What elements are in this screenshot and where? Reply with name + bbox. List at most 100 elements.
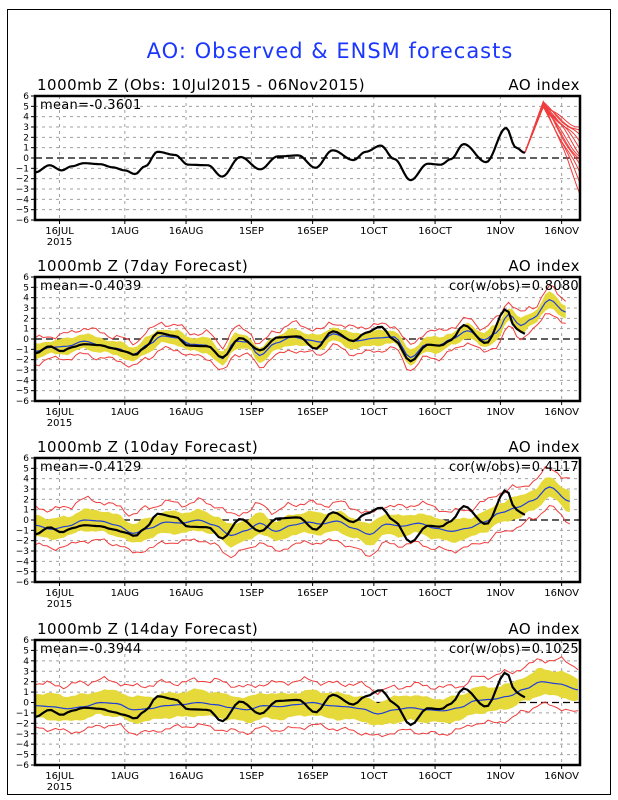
y-tick-label: −1 <box>16 164 29 174</box>
correlation-stat: cor(w/obs)=0.1025 <box>449 642 579 657</box>
x-tick-label: 1AUG <box>111 226 139 237</box>
y-tick-label: −4 <box>16 376 30 386</box>
x-tick-label: 16AUG <box>169 588 204 599</box>
ensemble-min-line <box>34 504 571 559</box>
x-tick-label: 16NOV <box>544 588 579 599</box>
figure-title: AO: Observed & ENSM forecasts <box>147 39 514 63</box>
x-tick-label: 1NOV <box>486 588 515 599</box>
x-tick-label: 1AUG <box>111 407 139 418</box>
y-tick-label: −2 <box>16 537 29 547</box>
y-tick-label: −5 <box>16 387 29 397</box>
x-tick-label: 16JUL <box>45 226 74 237</box>
observed-line <box>34 308 526 363</box>
y-tick-label: −2 <box>16 719 29 729</box>
x-tick-label: 1AUG <box>111 771 139 782</box>
y-tick-label: 3 <box>23 304 29 314</box>
y-tick-label: −6 <box>16 216 30 226</box>
x-tick-label: 1OCT <box>360 407 388 418</box>
mean-stat: mean=-0.3601 <box>40 98 142 113</box>
x-tick-label: 16JUL <box>45 771 74 782</box>
x-tick-year-label: 2015 <box>47 599 72 610</box>
y-tick-label: −3 <box>16 730 29 740</box>
y-tick-label: −2 <box>16 356 29 366</box>
x-tick-label: 1OCT <box>360 226 388 237</box>
panel-2: 1000mb Z (7day Forecast) AO index mean=-0.… <box>16 257 582 429</box>
ensemble-mean-line <box>34 681 579 715</box>
x-tick-label: 1OCT <box>360 771 388 782</box>
y-tick-label: −2 <box>16 175 29 185</box>
panel-4: 1000mb Z (14day Forecast) AO index mean=-0… <box>16 620 582 793</box>
y-tick-label: 5 <box>23 102 29 112</box>
y-tick-label: −6 <box>16 397 30 407</box>
panel-1: 1000mb Z (Obs: 10Jul2015 - 06Nov2015) AO … <box>16 76 582 248</box>
y-tick-label: 6 <box>23 636 29 646</box>
y-tick-label: 5 <box>23 464 29 474</box>
spread-band <box>35 667 578 726</box>
y-tick-label: 1 <box>23 688 29 698</box>
x-tick-label: 1NOV <box>486 226 515 237</box>
y-tick-label: 3 <box>23 667 29 677</box>
y-tick-label: 2 <box>23 678 29 688</box>
ensemble-min-line <box>34 701 579 738</box>
x-tick-label: 16NOV <box>544 407 579 418</box>
y-tick-label: −4 <box>16 195 30 205</box>
x-tick-label: 16JUL <box>45 407 74 418</box>
x-tick-label: 1SEP <box>239 226 264 237</box>
panel-title: 1000mb Z (14day Forecast) <box>37 620 258 638</box>
x-tick-label: 16SEP <box>297 588 328 599</box>
y-tick-label: 4 <box>23 294 29 304</box>
spread-band <box>35 291 566 366</box>
y-tick-label: −1 <box>16 709 29 719</box>
x-tick-label: 16NOV <box>544 226 579 237</box>
x-tick-label: 16SEP <box>297 771 328 782</box>
mean-stat: mean=-0.4039 <box>40 279 142 294</box>
x-tick-label: 16OCT <box>418 588 453 599</box>
y-tick-label: 3 <box>23 123 29 133</box>
y-tick-label: 4 <box>23 113 29 123</box>
observed-line <box>34 127 526 182</box>
y-tick-label: 1 <box>23 325 29 335</box>
y-tick-label: 0 <box>23 516 29 526</box>
y-tick-label: 6 <box>23 273 29 283</box>
x-tick-label: 1SEP <box>239 407 264 418</box>
ensemble-max-line <box>34 466 570 517</box>
mean-stat: mean=-0.3944 <box>40 642 142 657</box>
x-tick-label: 1NOV <box>486 771 515 782</box>
panel-title: 1000mb Z (Obs: 10Jul2015 - 06Nov2015) <box>37 76 365 94</box>
y-tick-label: −5 <box>16 751 29 761</box>
observed-line <box>34 489 526 544</box>
y-tick-label: −1 <box>16 345 29 355</box>
y-tick-label: 0 <box>23 699 29 709</box>
x-tick-label: 1OCT <box>360 588 388 599</box>
x-tick-label: 16OCT <box>418 771 453 782</box>
y-tick-label: 2 <box>23 495 29 505</box>
x-tick-label: 1SEP <box>239 588 264 599</box>
panel-right-title: AO index <box>508 76 580 94</box>
ensemble-min-line <box>34 313 566 372</box>
x-tick-year-label: 2015 <box>47 237 72 248</box>
figure-frame <box>7 9 611 795</box>
x-tick-label: 1AUG <box>111 588 139 599</box>
y-tick-label: 0 <box>23 335 29 345</box>
y-tick-label: −4 <box>16 557 30 567</box>
x-tick-label: 16JUL <box>45 588 74 599</box>
ensemble-max-line <box>34 656 579 696</box>
correlation-stat: cor(w/obs)=0.4117 <box>449 460 579 475</box>
x-tick-label: 16SEP <box>297 407 328 418</box>
y-tick-label: 0 <box>23 154 29 164</box>
x-tick-label: 16AUG <box>169 407 204 418</box>
y-tick-label: −5 <box>16 206 29 216</box>
panel-right-title: AO index <box>508 257 580 275</box>
y-tick-label: 1 <box>23 506 29 516</box>
x-tick-year-label: 2015 <box>47 782 72 793</box>
ensemble-mean-line <box>34 486 570 537</box>
x-tick-label: 16SEP <box>297 226 328 237</box>
y-tick-label: −4 <box>16 740 30 750</box>
observed-line <box>34 671 526 727</box>
mean-stat: mean=-0.4129 <box>40 460 142 475</box>
panel-title: 1000mb Z (7day Forecast) <box>37 257 248 275</box>
y-tick-label: −6 <box>16 761 30 771</box>
y-tick-label: 2 <box>23 314 29 324</box>
y-tick-label: 5 <box>23 283 29 293</box>
